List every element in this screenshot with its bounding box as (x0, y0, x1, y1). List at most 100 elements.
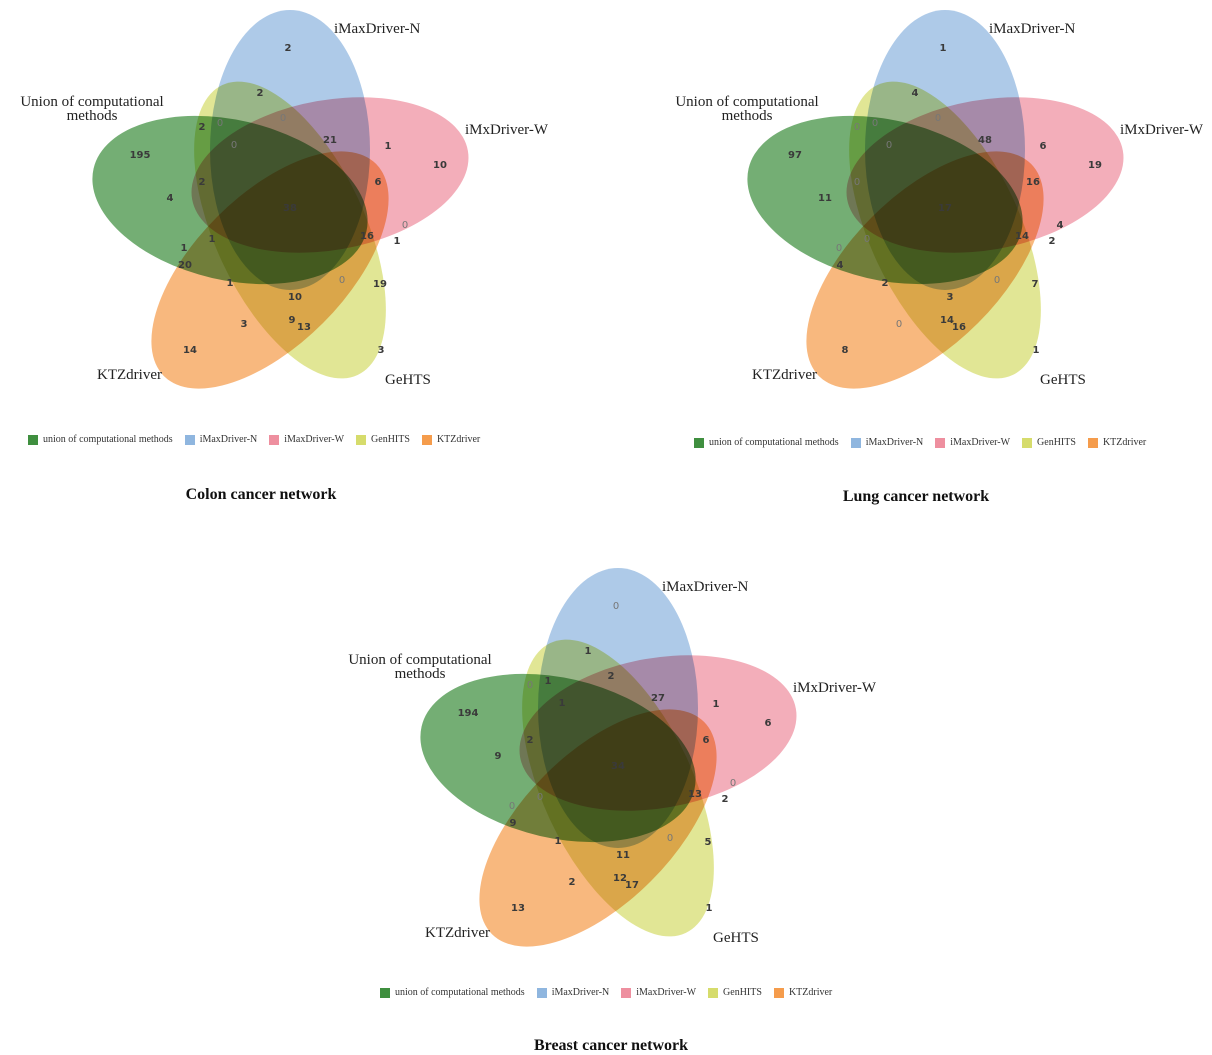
legend-swatch (269, 434, 280, 445)
region-count: 38 (283, 203, 297, 214)
region-count: 0 (217, 118, 223, 129)
legend-swatch (421, 434, 432, 445)
region-count: 17 (625, 880, 639, 891)
legend-label: union of computational methods (395, 987, 525, 998)
region-count: 6 (703, 735, 710, 746)
region-count: 16 (1026, 177, 1040, 188)
legend-label: GenHITS (723, 987, 762, 998)
legend-swatch (621, 987, 632, 998)
legend-label: iMaxDriver-W (284, 434, 345, 445)
set-label-imaxdriver-n: iMaxDriver-N (662, 579, 749, 595)
region-count: 19 (1088, 160, 1102, 171)
region-count: 7 (1032, 279, 1039, 290)
set-label-genhits: GeHTS (713, 930, 759, 946)
region-count: 6 (375, 177, 382, 188)
region-count: 4 (167, 193, 174, 204)
legend-item-union: union of computational methods (28, 434, 173, 445)
region-count: 0 (509, 801, 515, 812)
region-count: 0 (886, 140, 892, 151)
region-count: 13 (688, 789, 702, 800)
region-count: 1 (227, 278, 234, 289)
panel-caption: Breast cancer network (533, 1037, 689, 1054)
legend-label: iMaxDriver-N (865, 437, 924, 448)
set-label-genhits: GeHTS (1040, 372, 1086, 388)
region-count: 0 (402, 220, 408, 231)
set-label-imaxdriver-w: iMxDriver-W (793, 680, 877, 696)
legend-label: iMaxDriver-W (950, 437, 1011, 448)
legend-label: GenHITS (1037, 437, 1076, 448)
legend-item-imaxdriver-n: iMaxDriver-N (850, 437, 924, 448)
legend-swatch (1022, 437, 1033, 448)
venn-diagram-3: 194 0 6 1 13 0 1 1 1 2 27 1 6 34 9 2 0 13 2 0 0 9 1 0 5 11 2 12 17 Un… (328, 558, 888, 958)
region-count: 0 (864, 234, 870, 245)
region-count: 10 (288, 292, 302, 303)
region-count: 1 (181, 243, 188, 254)
region-count: 0 (537, 792, 543, 803)
legend-swatch (935, 437, 946, 448)
legend-3: union of computational methods iMaxDriver… (380, 987, 844, 998)
region-count: 10 (433, 160, 447, 171)
region-count: 0 (994, 275, 1000, 286)
region-count: 4 (912, 88, 919, 99)
legend-swatch (356, 434, 367, 445)
legend-1: union of computational methods iMaxDriver… (28, 434, 492, 445)
region-count: 1 (585, 646, 592, 657)
set-label-union: Union of computational methods (675, 94, 818, 124)
legend-label: iMaxDriver-W (636, 987, 697, 998)
legend-label: KTZdriver (436, 434, 481, 445)
region-count: 1 (559, 698, 566, 709)
region-count: 19 (373, 279, 387, 290)
region-count: 14 (183, 345, 197, 356)
set-label-ktzdriver: KTZdriver (752, 367, 817, 383)
legend-label: KTZdriver (788, 987, 833, 998)
set-ellipse-ktzdriver (806, 151, 1044, 389)
legend-label: KTZdriver (1102, 437, 1147, 448)
legend-swatch (380, 987, 390, 998)
region-count: 4 (1057, 220, 1064, 231)
legend-item-ktzdriver: KTZdriver (773, 987, 833, 998)
legend-swatch (184, 434, 195, 445)
legend-item-union: union of computational methods (694, 437, 839, 448)
legend-item-imaxdriver-n: iMaxDriver-N (536, 987, 609, 998)
region-count: 9 (289, 315, 296, 326)
legend-label: GenHITS (371, 434, 410, 445)
set-label-ktzdriver: KTZdriver (97, 367, 162, 383)
region-count: 194 (458, 708, 479, 719)
legend-swatch (28, 434, 38, 445)
region-count: 1 (385, 141, 392, 152)
region-count: 1 (555, 836, 562, 847)
set-label-imaxdriver-n: iMaxDriver-N (989, 21, 1076, 37)
region-count: 9 (510, 818, 517, 829)
region-count: 0 (730, 778, 736, 789)
region-count: 0 (836, 243, 842, 254)
legend-label: iMaxDriver-N (199, 434, 258, 445)
region-count: 3 (947, 292, 954, 303)
region-count: 4 (837, 260, 844, 271)
region-count: 13 (297, 322, 311, 333)
legend-item-imaxdriver-n: iMaxDriver-N (184, 434, 258, 445)
region-count: 1 (706, 903, 713, 914)
region-count: 16 (952, 322, 966, 333)
legend-label: union of computational methods (709, 437, 839, 448)
region-count: 2 (257, 88, 264, 99)
region-count: 0 (280, 113, 286, 124)
region-count: 2 (1049, 236, 1056, 247)
region-count: 13 (511, 903, 525, 914)
legend-item-imaxdriver-w: iMaxDriver-W (935, 437, 1010, 448)
venn-diagram-1: 195 2 10 3 14 2 0 2 0 0 21 1 6 38 4 2 1 16 1 0 1 20 1 0 19 10 3 9 13… (0, 0, 560, 400)
region-count: 1 (394, 236, 401, 247)
region-count: 2 (569, 877, 576, 888)
region-count: 1 (209, 234, 216, 245)
legend-swatch (1087, 437, 1098, 448)
legend-item-genhits: GenHITS (1022, 437, 1076, 448)
region-count: 2 (882, 278, 889, 289)
legend-swatch (708, 987, 719, 998)
region-count: 0 (896, 319, 902, 330)
region-count: 0 (935, 113, 941, 124)
legend-item-genhits: GenHITS (708, 987, 762, 998)
region-count: 2 (285, 43, 292, 54)
legend-item-imaxdriver-w: iMaxDriver-W (269, 434, 344, 445)
